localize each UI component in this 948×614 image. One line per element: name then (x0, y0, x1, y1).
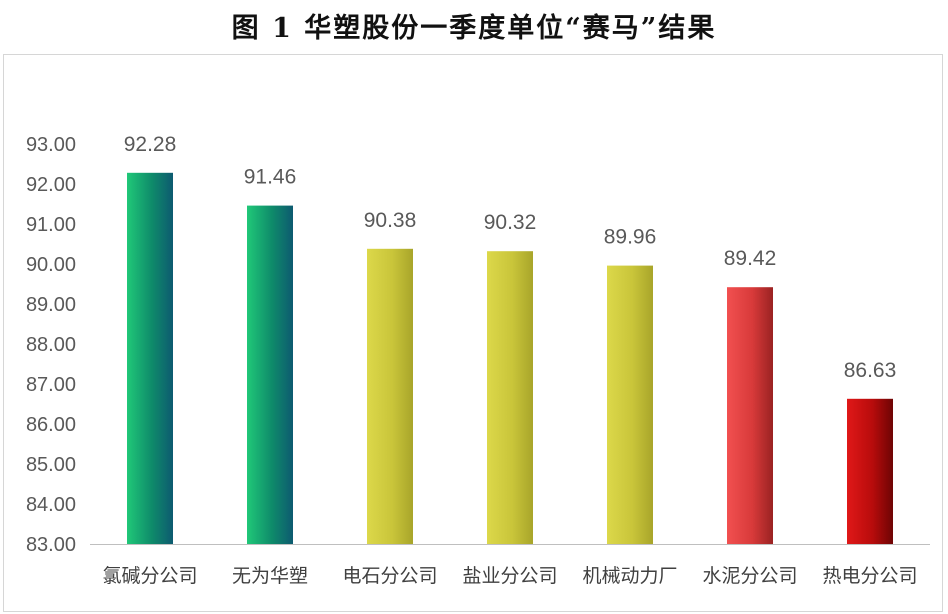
y-tick-label: 87.00 (26, 374, 76, 396)
data-label: 86.63 (844, 359, 897, 382)
y-tick-label: 88.00 (26, 334, 76, 356)
y-tick-label: 89.00 (26, 294, 76, 316)
y-tick-label: 83.00 (26, 534, 76, 556)
x-category-label: 热电分公司 (822, 565, 917, 587)
y-tick-label: 90.00 (26, 254, 76, 276)
y-tick-label: 86.00 (26, 414, 76, 436)
chart-title: 图 1 华塑股份一季度单位“赛马”结果 (231, 13, 717, 44)
data-label: 90.38 (364, 209, 417, 232)
x-category-label: 水泥分公司 (702, 565, 797, 587)
data-label: 89.96 (604, 226, 657, 249)
data-label: 92.28 (124, 133, 177, 156)
data-label: 89.42 (724, 247, 777, 270)
bar (367, 248, 413, 545)
bar (487, 251, 533, 544)
data-label: 90.32 (484, 211, 537, 234)
y-tick-label: 92.00 (26, 174, 76, 196)
y-tick-label: 84.00 (26, 494, 76, 516)
x-category-label: 无为华塑 (232, 565, 308, 587)
x-category-label: 机械动力厂 (582, 565, 677, 587)
bar (727, 287, 773, 544)
y-tick-label: 85.00 (26, 454, 76, 476)
data-label: 91.46 (244, 166, 297, 189)
y-tick-label: 93.00 (26, 134, 76, 156)
x-category-label: 盐业分公司 (462, 565, 557, 587)
bar (127, 172, 173, 545)
x-category-label: 氯碱分公司 (102, 565, 197, 587)
bar (607, 265, 653, 544)
x-category-label: 电石分公司 (342, 565, 437, 587)
bar (247, 205, 293, 544)
bar (847, 398, 893, 544)
y-tick-label: 91.00 (26, 214, 76, 236)
